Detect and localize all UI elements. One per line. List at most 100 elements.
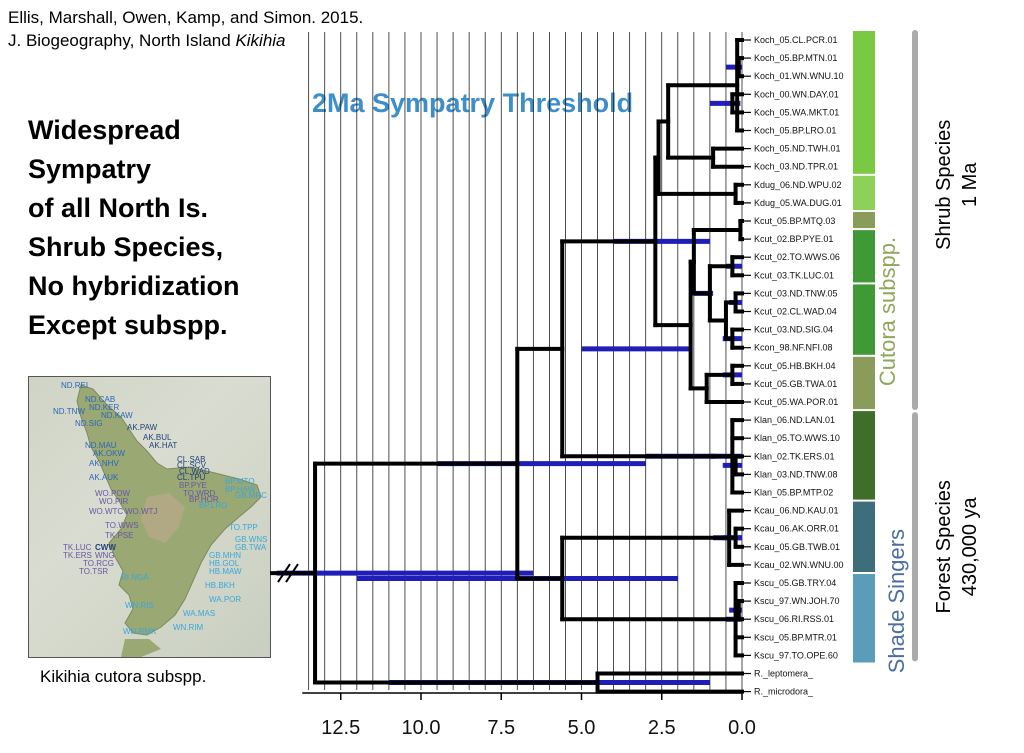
- map-label: WA.POR: [209, 595, 242, 604]
- shrub-bracket: [912, 30, 918, 410]
- tip-label: Koch_05.CL.PCR.01: [754, 35, 838, 45]
- map-label: TO.TPP: [229, 523, 258, 532]
- map-label: TO.TSR: [79, 567, 109, 576]
- tip-label: Koch_00.WN.DAY.01: [754, 89, 839, 99]
- map-label: BP.PYE: [179, 481, 207, 490]
- map-label: HB.BKH: [205, 581, 235, 590]
- north-island-map: ND.REI ND.CAB ND.KER ND.TNW ND.KAW ND.SI…: [28, 376, 271, 658]
- tip-label: Kcut_05.BP.MTQ.03: [754, 216, 835, 226]
- map-label: CL.SAB: [177, 455, 206, 464]
- tip-label: Klan_03.ND.TNW.08: [754, 469, 838, 479]
- map-label: TK.PSE: [105, 531, 134, 540]
- sympatry-line: Widespread: [28, 115, 181, 145]
- forest-bracket: [912, 412, 918, 662]
- x-axis-tick-label: 5.0: [568, 717, 596, 739]
- shrub-species-label: Shrub Species: [933, 120, 955, 250]
- tip-label: Kcut_05.WA.POR.01: [754, 397, 838, 407]
- map-label: BP.HOR: [189, 495, 219, 504]
- x-axis-tick-label: 12.5: [321, 717, 360, 739]
- kcut-north-bar: [853, 230, 875, 283]
- kdug-group-bar: [853, 175, 875, 210]
- map-label: WA.MAS: [183, 609, 216, 618]
- shrub-age-label: 1 Ma: [959, 162, 981, 207]
- map-label: CL.WAD: [179, 467, 210, 476]
- tip-label: Kcon_98.NF.NFI.08: [754, 343, 833, 353]
- map-label: ND.REI: [61, 381, 89, 390]
- tip-label: Kcut_05.HB.BKH.04: [754, 361, 836, 371]
- map-label: GB.TWA: [235, 543, 267, 552]
- x-axis-tick-label: 0.0: [728, 717, 756, 739]
- map-label: BP.HAW: [225, 485, 256, 494]
- tip-label: Kcau_06.ND.KAU.01: [754, 506, 839, 516]
- map-label: WO.WTJ: [125, 507, 158, 516]
- x-axis-tick-label: 7.5: [487, 717, 515, 739]
- tip-label: Kcut_05.GB.TWA.01: [754, 379, 837, 389]
- sympatry-line: Except subspp.: [28, 310, 228, 340]
- tip-label: Klan_06.ND.LAN.01: [754, 415, 835, 425]
- tip-label: Kcut_02.TO.WWS.06: [754, 252, 840, 262]
- sympatry-line: Sympatry: [28, 154, 152, 184]
- sympatry-line: No hybridization: [28, 271, 240, 301]
- sympatry-line: Shrub Species,: [28, 232, 224, 262]
- map-label: BP.LRO: [199, 501, 228, 510]
- axis-break-mark: [285, 563, 299, 583]
- kcut-mid-bar: [853, 284, 875, 355]
- koch-group-bar: [853, 31, 875, 174]
- tip-label: Klan_05.BP.MTP.02: [754, 488, 833, 498]
- map-label: TK.LUC: [63, 543, 92, 552]
- map-label: AK.AUK: [89, 473, 119, 482]
- kcut-mtq-bar: [853, 212, 875, 229]
- map-label: TO.RCG: [83, 559, 114, 568]
- map-label: HB.MAW: [209, 567, 242, 576]
- map-label: HB.GOL: [209, 559, 240, 568]
- tip-label: Klan_02.TK.ERS.01: [754, 451, 835, 461]
- tip-label: Kscu_05.BP.MTR.01: [754, 632, 837, 642]
- cutora-label: Cutora subspp.: [875, 237, 900, 386]
- tip-label: Kcut_03.ND.TNW.05: [754, 288, 838, 298]
- forest-species-label: Forest Species: [933, 480, 955, 613]
- tip-label: Koch_03.ND.TPR.01: [754, 162, 838, 172]
- tip-label: Kcut_03.TK.LUC.01: [754, 270, 834, 280]
- tip-label: Kcut_03.ND.SIG.04: [754, 325, 833, 335]
- map-label: WN.RIS: [125, 601, 154, 610]
- citation-line-2: J. Biogeography, North Island Kikihia: [8, 29, 363, 52]
- map-label: RI.NGA: [121, 573, 149, 582]
- map-label: WNG: [95, 551, 115, 560]
- tip-label: Kcut_02.CL.WAD.04: [754, 307, 837, 317]
- tip-label: Koch_05.BP.LRO.01: [754, 126, 836, 136]
- klan-group-bar: [853, 411, 875, 500]
- map-label: AK.OKW: [93, 449, 126, 458]
- tip-label: Kcau_05.GB.TWB.01: [754, 542, 840, 552]
- map-label: AK.NHV: [89, 459, 119, 468]
- tip-label: Kcau_06.AK.ORR.01: [754, 524, 839, 534]
- tip-label: Kdug_06.ND.WPU.02: [754, 180, 842, 190]
- tip-label: Koch_01.WN.WNU.10: [754, 71, 844, 81]
- x-axis-tick-label: 10.0: [402, 717, 441, 739]
- sympatry-line: of all North Is.: [28, 193, 209, 223]
- map-south-land: [121, 639, 161, 657]
- tip-label: Kcut_02.BP.PYE.01: [754, 234, 833, 244]
- map-highlands: [141, 493, 185, 543]
- tip-label: R._leptomera_: [754, 669, 814, 679]
- map-label: WO.POW: [95, 489, 131, 498]
- tip-label: Kscu_06.RI.RSS.01: [754, 614, 834, 624]
- map-land-svg: [76, 384, 262, 657]
- tip-label: Kcau_02.WN.WNU.00: [754, 560, 844, 570]
- map-label: AK.BUL: [143, 433, 172, 442]
- citation-journal: J. Biogeography, North Island: [8, 31, 236, 50]
- map-label: WN.RIM: [173, 623, 204, 632]
- kscu-group-bar: [853, 574, 875, 663]
- tip-label: Koch_05.WA.MKT.01: [754, 107, 839, 117]
- kcau-group-bar: [853, 501, 875, 572]
- map-label: GB.MHN: [209, 551, 241, 560]
- tip-label: Koch_05.ND.TWH.01: [754, 144, 841, 154]
- kcut-south-bar: [853, 356, 875, 410]
- threshold-title: 2Ma Sympatry Threshold: [312, 88, 634, 118]
- tip-label: Kscu_05.GB.TRY.04: [754, 578, 836, 588]
- map-label: TO.WRD: [183, 489, 216, 498]
- map-label: ND.CAB: [85, 395, 116, 404]
- map-label: TO.WWS: [105, 521, 139, 530]
- citation-genus: Kikihia: [235, 31, 286, 50]
- map-label: WO.WTC: [89, 507, 124, 516]
